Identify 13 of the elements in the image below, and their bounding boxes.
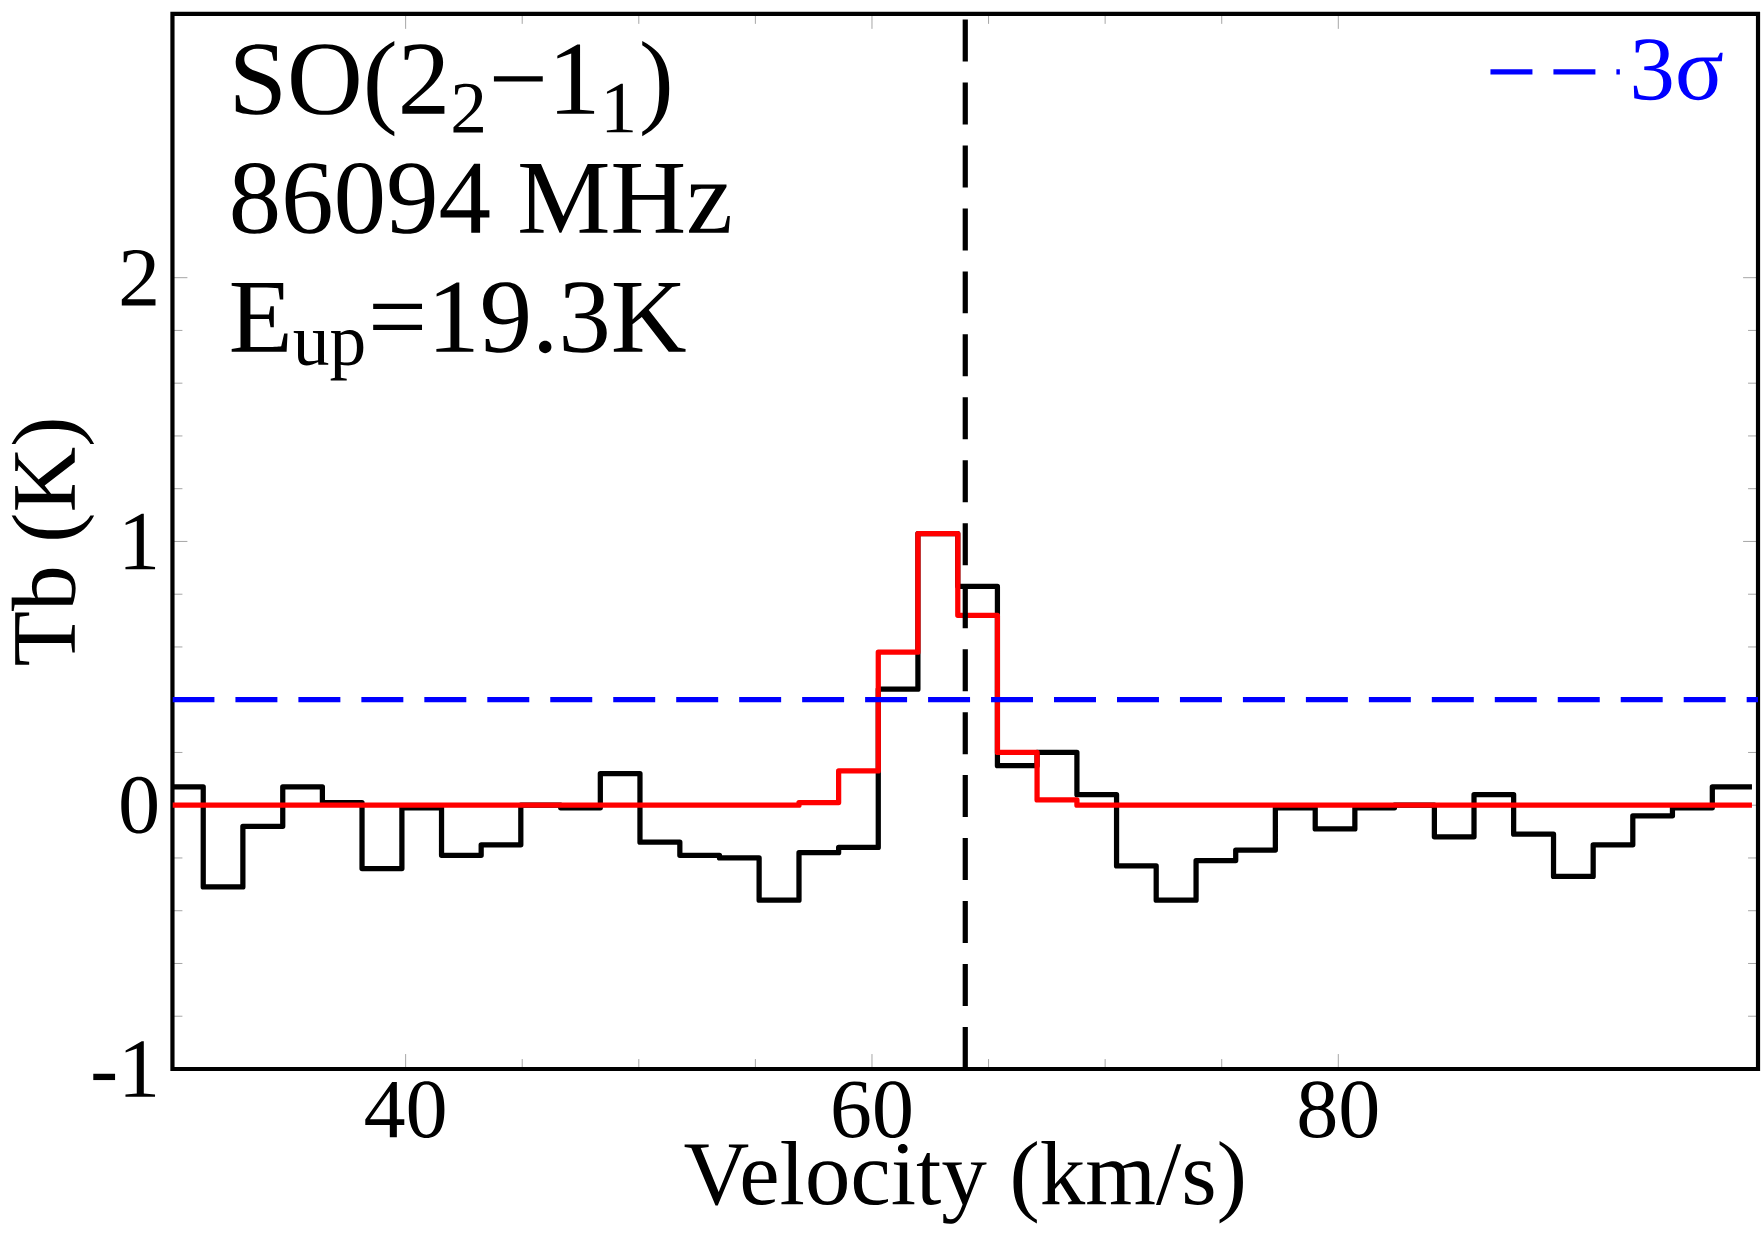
x-tick-label: 60 <box>833 1081 911 1138</box>
y-tick-label: 0 <box>121 776 157 834</box>
annotation: 86094 MHz <box>232 162 730 234</box>
legend-label: 3σ <box>1633 38 1723 101</box>
x-axis-title: Velocity (km/s) <box>684 1140 1243 1224</box>
x-tick-label: 80 <box>1299 1081 1378 1138</box>
y-tick-label: 2 <box>121 249 156 306</box>
y-tick-label: -1 <box>93 1041 156 1097</box>
annotation: E$_{up}$=19.3K <box>231 281 686 381</box>
y-axis-title: Tb (K) <box>11 420 95 665</box>
annotation: SO(2$_{2}$−1$_{1}$) <box>235 40 670 136</box>
x-tick-label: 40 <box>365 1081 445 1138</box>
y-tick-label: 1 <box>125 513 156 569</box>
